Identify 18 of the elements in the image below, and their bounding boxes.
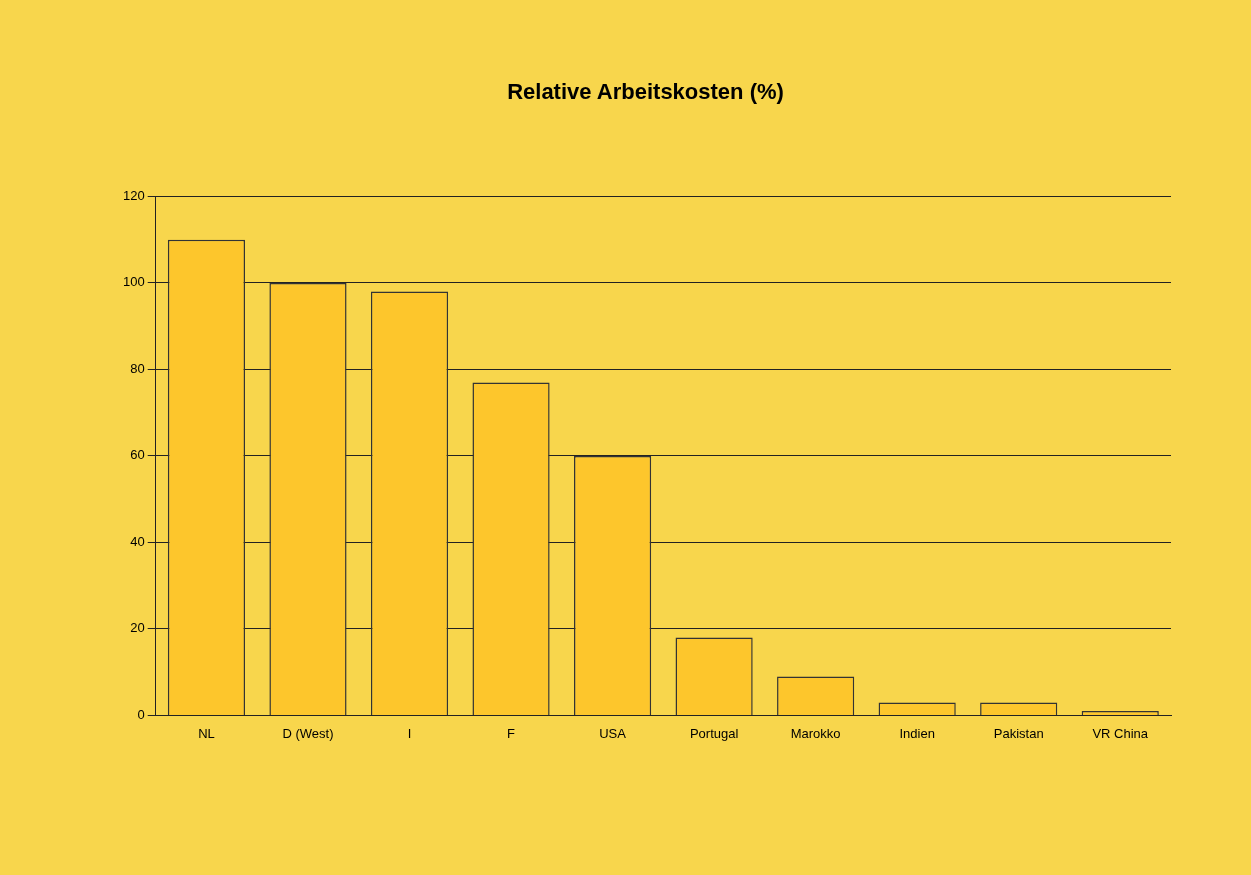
y-tick-label: 20 — [130, 620, 145, 636]
x-tick-label: D (West) — [282, 725, 334, 741]
x-tick-label: USA — [599, 725, 627, 741]
x-tick-label: Pakistan — [993, 725, 1044, 741]
y-tick-label: 100 — [122, 274, 145, 290]
y-tick-label: 120 — [122, 187, 145, 203]
x-tick-label: VR China — [1092, 725, 1149, 741]
x-tick-label: Marokko — [790, 725, 841, 741]
x-tick-label: NL — [198, 725, 215, 741]
x-tick-label: I — [407, 725, 412, 741]
y-tick-label: 0 — [137, 706, 145, 722]
x-tick-label: Portugal — [689, 725, 739, 741]
y-tick-label: 80 — [130, 360, 145, 376]
y-tick-label: 60 — [130, 447, 145, 463]
x-tick-label: Indien — [899, 725, 935, 741]
x-tick-label: F — [507, 725, 516, 741]
chart-title: Relative Arbeitskosten (%) — [507, 79, 784, 105]
y-tick-label: 40 — [130, 533, 145, 549]
